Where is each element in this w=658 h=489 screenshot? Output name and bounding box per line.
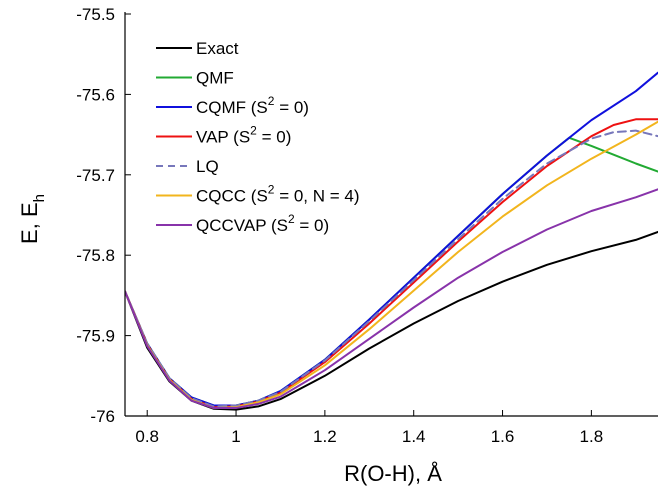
legend-label-0: Exact	[196, 39, 239, 58]
plot-area	[125, 71, 658, 411]
series-line-4	[125, 129, 658, 408]
y-tick-label: -75.5	[76, 5, 115, 24]
y-tick-label: -75.7	[76, 166, 115, 185]
y-tick-label: -75.9	[76, 327, 115, 346]
y-tick-label: -75.6	[76, 85, 115, 104]
y-axis-label-subscript: h	[31, 194, 48, 202]
x-tick-label: 1.6	[491, 427, 515, 446]
legend-label-6: QCCVAP (S2 = 0)	[196, 212, 329, 235]
legend-label-5: CQCC (S2 = 0, N = 4)	[196, 183, 360, 206]
series-line-6	[125, 188, 658, 409]
series-line-2	[125, 71, 658, 407]
y-axis-label-main: E, E	[17, 202, 42, 244]
series-line-0	[125, 230, 658, 411]
x-tick-label: 1	[231, 427, 240, 446]
legend-label-4: LQ	[196, 157, 219, 176]
legend: Exact QMF CQMF (S2 = 0) VAP (S2 = 0) LQ CQCC …	[156, 39, 360, 235]
x-axis-label: R(O-H), Å	[344, 461, 442, 486]
legend-label-2: CQMF (S2 = 0)	[196, 94, 309, 117]
series-line-1	[125, 136, 658, 407]
legend-label-1: QMF	[196, 69, 234, 88]
x-tick-label: 1.2	[313, 427, 337, 446]
axes	[124, 12, 658, 417]
ticks: 0.8 1 1.2 1.4 1.6 1.8 -75.5 -75.6 -75.7 -75.8 -75.…	[76, 5, 603, 446]
y-tick-label: -75.8	[76, 246, 115, 265]
x-tick-label: 0.8	[135, 427, 159, 446]
x-tick-label: 1.8	[580, 427, 604, 446]
x-tick-label: 1.4	[402, 427, 426, 446]
legend-label-3: VAP (S2 = 0)	[196, 124, 291, 147]
y-axis-label: E, Eh	[17, 194, 48, 244]
y-tick-label: -76	[90, 407, 115, 426]
